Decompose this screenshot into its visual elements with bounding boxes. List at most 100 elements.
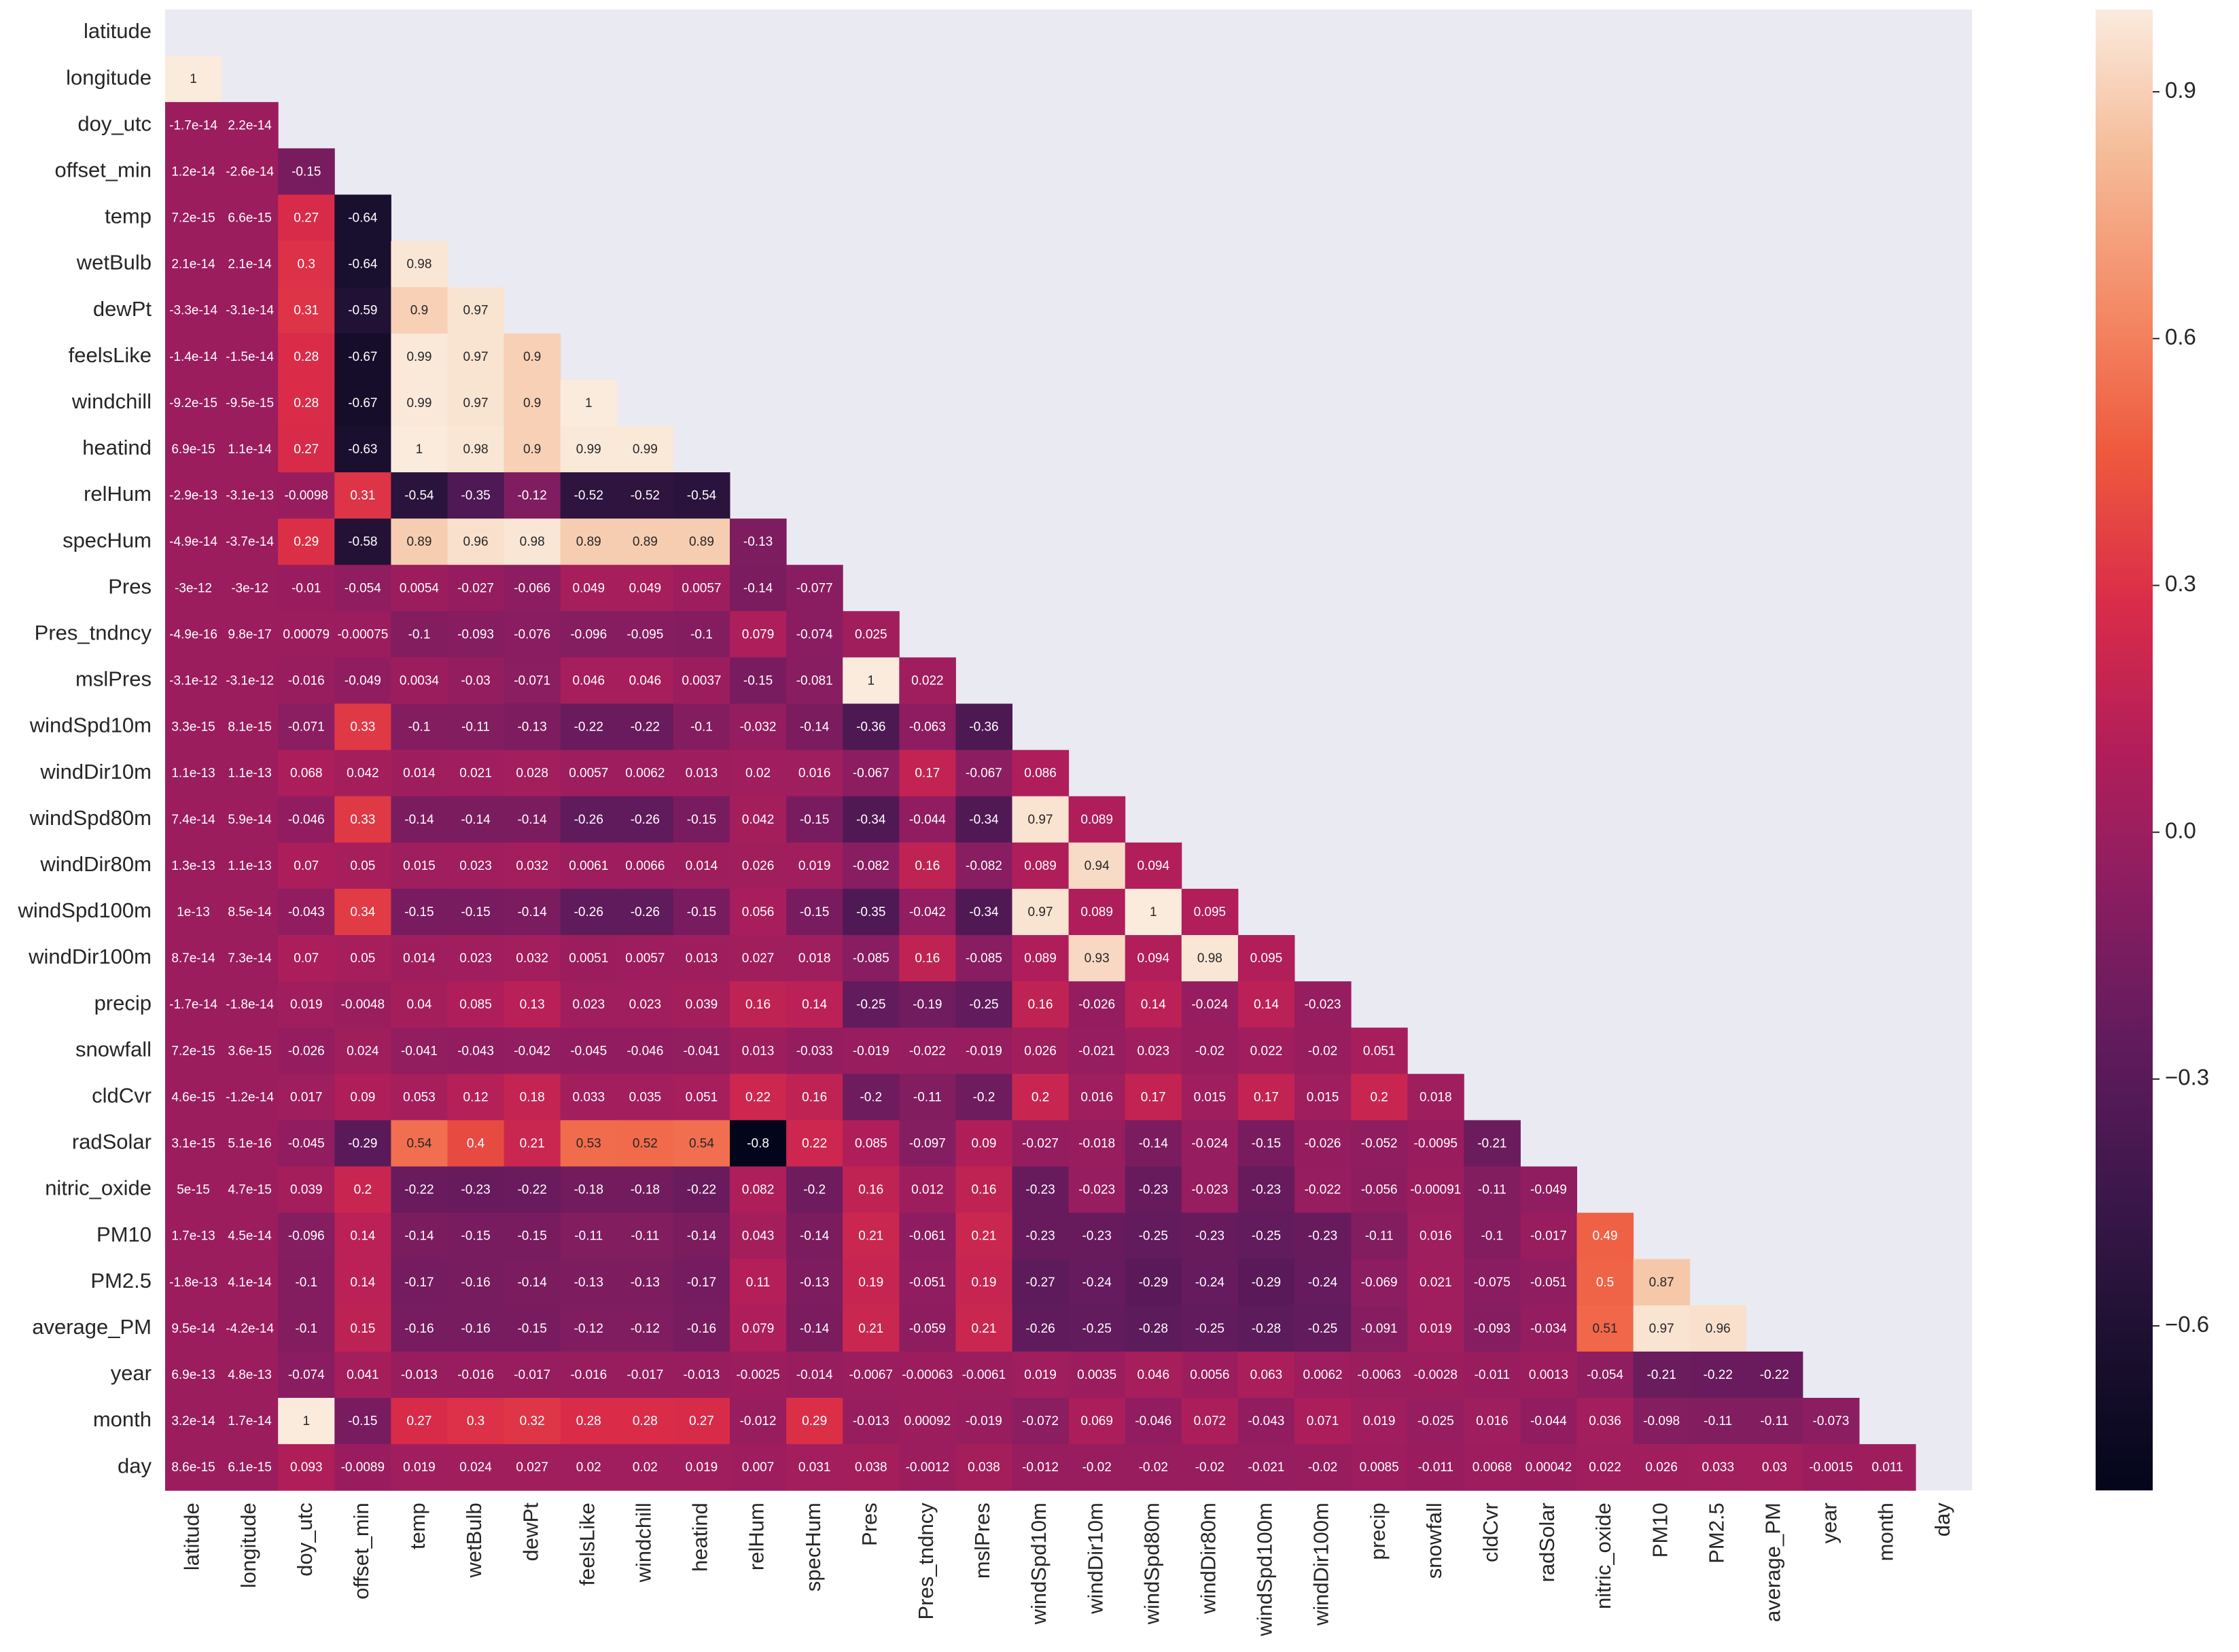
heatmap-cell [616, 750, 674, 797]
cell-annotation: -0.026 [288, 1044, 325, 1058]
heatmap-cell [1181, 1444, 1239, 1491]
y-tick-label: relHum [84, 482, 152, 506]
cell-annotation: 0.99 [406, 396, 431, 410]
cell-annotation: 1.7e-13 [171, 1229, 215, 1244]
cell-annotation: -0.21 [1646, 1368, 1676, 1382]
cell-annotation: 0.16 [745, 998, 771, 1012]
heatmap-cell [1464, 1212, 1521, 1260]
heatmap-cell [843, 1120, 900, 1167]
cell-annotation: -0.012 [1022, 1460, 1059, 1475]
heatmap-cell [391, 935, 448, 982]
cell-annotation: 0.069 [1080, 1414, 1113, 1428]
heatmap-cell [899, 1444, 956, 1491]
heatmap-cell [843, 981, 900, 1028]
x-tick-label: latitude [180, 1502, 204, 1570]
cell-annotation: -0.054 [345, 581, 381, 595]
cell-annotation: 0.11 [746, 1276, 771, 1290]
cell-annotation: 0.4 [467, 1136, 485, 1150]
heatmap-cell [1012, 1212, 1070, 1260]
cell-annotation: 0.049 [629, 581, 662, 595]
cell-annotation: -0.26 [574, 813, 603, 827]
cell-annotation: 0.038 [968, 1460, 1000, 1475]
cell-annotation: 0.21 [858, 1322, 883, 1336]
cell-annotation: -0.03 [461, 673, 490, 688]
cell-annotation: 0.0066 [625, 859, 665, 873]
cell-annotation: 0.063 [1250, 1368, 1283, 1382]
cell-annotation: -0.14 [461, 813, 491, 827]
cell-annotation: 0.98 [406, 258, 431, 272]
heatmap-cell [560, 565, 618, 612]
cell-annotation: 1.7e-14 [228, 1414, 272, 1428]
cell-annotation: 0.00042 [1526, 1460, 1572, 1475]
cell-annotation: -0.23 [461, 1183, 490, 1197]
cell-annotation: -0.0063 [1357, 1368, 1400, 1382]
heatmap-cell [1237, 1259, 1295, 1306]
cell-annotation: -0.22 [631, 720, 660, 735]
cell-annotation: -0.14 [404, 1229, 434, 1244]
cell-annotation: -0.14 [800, 1229, 830, 1244]
cell-annotation: 0.056 [742, 905, 775, 919]
cell-annotation: 1 [190, 72, 197, 86]
heatmap-cell [1181, 1027, 1239, 1074]
cell-annotation: -0.093 [1474, 1322, 1511, 1336]
heatmap-cells: 1 -1.7e-14 2.2e-14 1.2e-14 -2.6e-14 -0.15 7.2e… [165, 56, 1916, 1491]
heatmap-cell [278, 1259, 335, 1306]
heatmap-cell [334, 287, 391, 334]
cell-annotation: 0.013 [742, 1044, 775, 1058]
cell-annotation: 1 [416, 442, 423, 457]
heatmap-cell [222, 1120, 279, 1167]
cell-annotation: 0.34 [350, 905, 375, 919]
cell-annotation: 0.89 [406, 535, 431, 549]
heatmap-cell [334, 1212, 391, 1260]
cell-annotation: 0.023 [1137, 1044, 1169, 1058]
cell-annotation: 0.017 [290, 1090, 323, 1104]
heatmap-cell [899, 796, 956, 843]
cell-annotation: 6.9e-13 [171, 1368, 215, 1382]
cell-annotation: 0.27 [689, 1414, 714, 1428]
heatmap-cell [786, 888, 843, 936]
cell-annotation: -0.16 [461, 1276, 490, 1290]
cell-annotation: -4.9e-16 [169, 627, 217, 642]
heatmap-cell [504, 333, 561, 381]
cell-annotation: -0.081 [796, 673, 833, 688]
heatmap-cell [504, 565, 561, 612]
heatmap-cell [1181, 1074, 1239, 1121]
cell-annotation: 0.9 [523, 350, 541, 364]
cell-annotation: -0.28 [1252, 1322, 1281, 1336]
heatmap-cell [560, 1212, 618, 1260]
cell-annotation: 1 [1150, 905, 1157, 919]
cell-annotation: -0.0028 [1414, 1368, 1458, 1382]
cell-annotation: -0.15 [800, 813, 829, 827]
x-tick-label: windSpd100m [1253, 1502, 1277, 1636]
heatmap-cell [843, 1212, 900, 1260]
heatmap-cell [504, 1212, 561, 1260]
heatmap-cell [560, 1305, 618, 1352]
cell-annotation: 0.89 [689, 535, 714, 549]
heatmap-cell [504, 472, 561, 519]
heatmap-cell [222, 981, 279, 1028]
heatmap-cell [165, 102, 222, 149]
cell-annotation: -0.014 [796, 1368, 833, 1382]
cell-annotation: 0.22 [802, 1136, 827, 1150]
heatmap-cell [730, 1074, 787, 1121]
cell-annotation: 0.96 [1706, 1322, 1731, 1336]
heatmap-cell [1633, 1351, 1691, 1399]
cell-annotation: 0.97 [1028, 813, 1053, 827]
cell-annotation: -0.29 [348, 1136, 377, 1150]
cell-annotation: 0.49 [1593, 1229, 1618, 1244]
cell-annotation: 7.2e-15 [171, 1044, 215, 1058]
heatmap-cell [1464, 1166, 1521, 1214]
cell-annotation: 0.54 [406, 1136, 431, 1150]
heatmap-cell [1125, 1305, 1182, 1352]
cell-annotation: 9.5e-14 [171, 1322, 215, 1336]
heatmap-cell [1351, 1074, 1408, 1121]
cell-annotation: 0.019 [1420, 1322, 1452, 1336]
heatmap-cell [165, 1351, 222, 1399]
cell-annotation: 0.97 [463, 350, 489, 364]
heatmap-cell [1125, 981, 1182, 1028]
cell-annotation: 0.33 [350, 813, 375, 827]
cell-annotation: 0.28 [294, 396, 319, 410]
cell-annotation: 0.18 [520, 1090, 545, 1104]
cell-annotation: -0.095 [627, 627, 663, 642]
heatmap-cell [730, 565, 787, 612]
